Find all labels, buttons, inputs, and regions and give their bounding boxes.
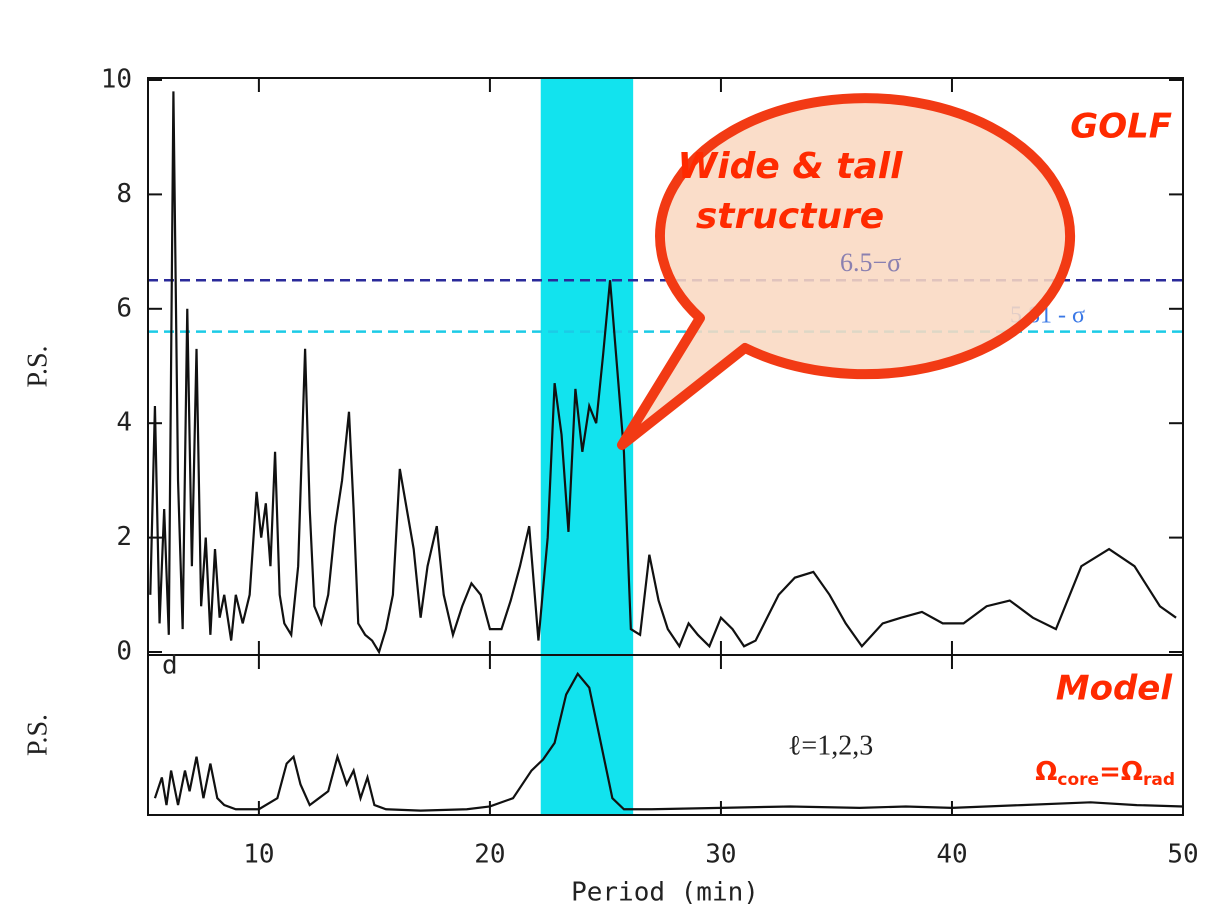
plot-frame xyxy=(147,654,1184,816)
x-tick-label: 50 xyxy=(1167,840,1198,870)
formula-part: Ω xyxy=(1035,757,1057,787)
speech-bubble xyxy=(617,93,1076,450)
callout-text: structure xyxy=(696,196,884,237)
x-tick-label: 30 xyxy=(705,840,736,870)
y-tick-label: 10 xyxy=(101,65,132,95)
spectrum-line xyxy=(153,671,1184,812)
panel-label: Model xyxy=(1056,669,1174,709)
x-axis-label: Period (min) xyxy=(571,878,759,908)
mode-label: ℓ=1,2,3 xyxy=(788,730,873,761)
y-tick-label: 8 xyxy=(116,179,132,209)
x-tick-label: 20 xyxy=(474,840,505,870)
panel-label: GOLF xyxy=(1070,107,1172,147)
formula-part: core xyxy=(1057,770,1099,790)
panel-letter: d xyxy=(162,651,178,681)
highlight-band xyxy=(540,655,634,815)
callout-text: Wide & tall xyxy=(678,146,904,187)
y-tick-label: 2 xyxy=(116,522,132,552)
y-tick-label: 4 xyxy=(116,408,132,438)
y-axis-label: P.S. xyxy=(22,714,53,756)
y-tick-label: 6 xyxy=(116,293,132,323)
spectrum-line xyxy=(149,91,1177,655)
y-axis-label: P.S. xyxy=(22,345,53,387)
threshold-label: 6.5−σ xyxy=(840,248,901,277)
formula-part: =Ω xyxy=(1099,757,1143,787)
formula-part: rad xyxy=(1143,770,1175,790)
y-tick-label: 0 xyxy=(116,637,132,667)
highlight-band xyxy=(540,78,634,655)
x-tick-label: 10 xyxy=(243,840,274,870)
formula: Ωcore=Ωrad xyxy=(1035,757,1175,791)
x-tick-label: 40 xyxy=(936,840,967,870)
